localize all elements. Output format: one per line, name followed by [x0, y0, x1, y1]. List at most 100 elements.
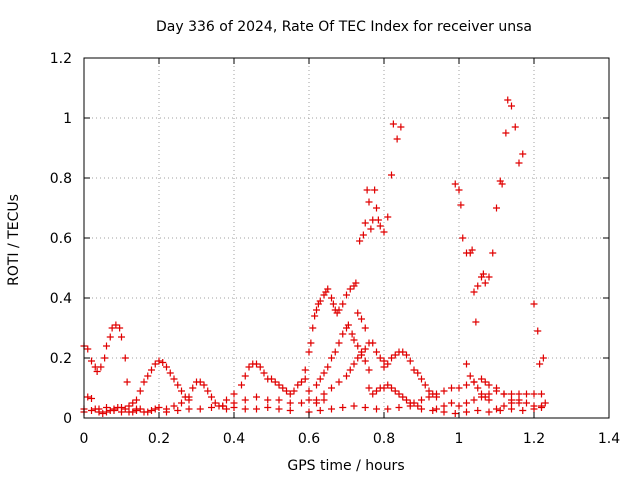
- data-point: [286, 407, 294, 414]
- data-point: [88, 407, 95, 414]
- data-point: [414, 369, 422, 377]
- data-point: [116, 324, 124, 332]
- data-point: [406, 402, 414, 410]
- data-point: [260, 369, 268, 377]
- data-point: [459, 234, 467, 242]
- data-point: [433, 405, 440, 413]
- data-point: [508, 102, 515, 110]
- data-point: [393, 135, 401, 143]
- x-tick-label: 0.4: [223, 431, 245, 447]
- data-point: [219, 402, 227, 410]
- data-point: [354, 354, 362, 362]
- data-point: [148, 407, 155, 414]
- data-point: [264, 404, 272, 411]
- data-point: [451, 410, 459, 417]
- data-point: [410, 399, 418, 407]
- data-point: [331, 348, 339, 356]
- data-point: [384, 360, 392, 368]
- data-point: [316, 375, 324, 383]
- data-point: [515, 390, 523, 398]
- data-point: [324, 285, 332, 293]
- data-point: [388, 384, 395, 392]
- data-point: [457, 201, 465, 209]
- data-point: [541, 399, 549, 407]
- data-point: [328, 405, 335, 413]
- data-point: [466, 372, 474, 380]
- data-point: [358, 351, 365, 359]
- data-point: [361, 324, 369, 332]
- data-point: [421, 381, 429, 389]
- y-tick-label: 0.4: [50, 291, 72, 307]
- data-point: [151, 405, 159, 413]
- data-point: [369, 390, 377, 398]
- data-point: [230, 399, 238, 407]
- data-point: [489, 249, 497, 257]
- data-point: [350, 360, 358, 368]
- data-point: [335, 339, 343, 347]
- data-point: [174, 381, 182, 389]
- data-point: [463, 399, 470, 407]
- data-point: [144, 408, 152, 416]
- data-point: [523, 390, 530, 398]
- data-point: [500, 402, 508, 410]
- data-point: [286, 390, 294, 398]
- data-point: [395, 404, 403, 411]
- y-tick-label: 0.2: [50, 351, 72, 367]
- data-point: [163, 363, 170, 371]
- data-point: [440, 387, 448, 395]
- x-tick-label: 0: [80, 431, 89, 447]
- data-point: [339, 300, 347, 308]
- data-point: [245, 363, 253, 371]
- data-point: [343, 291, 350, 299]
- data-point: [384, 381, 392, 389]
- data-point: [103, 404, 110, 411]
- data-point: [123, 378, 131, 386]
- data-point: [97, 363, 105, 371]
- data-point: [170, 402, 178, 410]
- data-point: [343, 372, 350, 380]
- y-tick-label: 0.8: [50, 171, 72, 187]
- data-point: [174, 407, 182, 414]
- data-point: [361, 404, 369, 411]
- data-point: [397, 123, 405, 131]
- data-point: [286, 399, 294, 407]
- data-point: [470, 288, 478, 296]
- data-point: [399, 348, 407, 356]
- grid-lines: [84, 58, 609, 418]
- data-point: [538, 390, 545, 398]
- data-point: [118, 333, 125, 341]
- data-point: [298, 378, 305, 386]
- data-point: [388, 171, 395, 179]
- data-point: [307, 339, 315, 347]
- x-tick-label: 1: [455, 431, 464, 447]
- data-point: [352, 279, 360, 287]
- data-point: [363, 186, 371, 194]
- data-point: [129, 408, 137, 416]
- data-point: [481, 279, 489, 287]
- data-point: [290, 387, 298, 395]
- data-point: [463, 381, 470, 389]
- data-point: [371, 186, 379, 194]
- data-point: [230, 390, 238, 398]
- data-point: [354, 309, 362, 317]
- data-point: [339, 404, 347, 411]
- data-point: [305, 396, 313, 404]
- data-point: [148, 366, 155, 374]
- data-point: [170, 375, 178, 383]
- data-point: [106, 333, 114, 341]
- y-tick-label: 1.2: [50, 51, 72, 67]
- data-point: [380, 357, 388, 365]
- data-point: [328, 384, 335, 392]
- data-point: [485, 273, 493, 281]
- data-point: [294, 381, 302, 389]
- data-point: [140, 378, 148, 386]
- data-point: [178, 399, 185, 407]
- data-point: [200, 381, 208, 389]
- data-point: [504, 96, 512, 104]
- data-point: [440, 402, 448, 410]
- data-point: [271, 378, 279, 386]
- data-point: [418, 375, 425, 383]
- data-point: [275, 396, 283, 404]
- data-point: [530, 402, 538, 410]
- data-point: [380, 363, 388, 371]
